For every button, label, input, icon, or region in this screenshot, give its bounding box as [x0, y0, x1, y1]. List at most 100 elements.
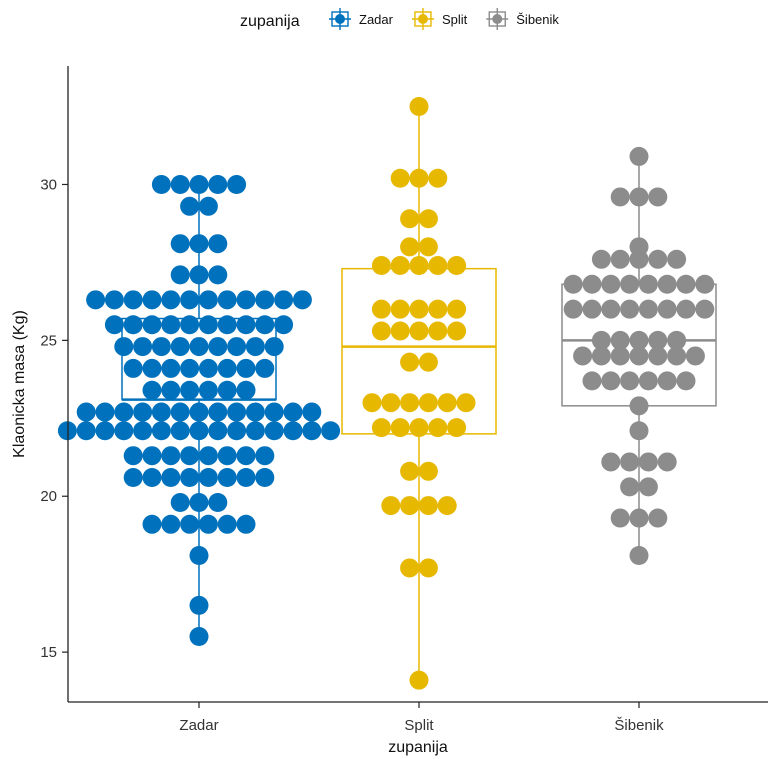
data-point [371, 256, 391, 276]
data-point [236, 514, 256, 534]
data-point [591, 249, 611, 269]
data-point [390, 168, 410, 188]
data-point [189, 337, 209, 357]
data-point [142, 315, 162, 335]
data-point [189, 421, 209, 441]
data-point [638, 477, 658, 497]
data-point [208, 174, 228, 194]
data-point [657, 371, 677, 391]
data-point [610, 346, 630, 366]
data-point [217, 358, 237, 378]
data-point [400, 209, 420, 229]
data-point [428, 256, 448, 276]
data-point [180, 315, 200, 335]
legend-label: Šibenik [516, 12, 559, 27]
data-point [255, 315, 275, 335]
data-point [133, 421, 153, 441]
data-point [151, 174, 171, 194]
data-point [409, 321, 429, 341]
data-point [208, 234, 228, 254]
data-point [648, 508, 668, 528]
data-point [236, 290, 256, 310]
legend-key-dot [335, 14, 345, 24]
data-point [629, 330, 649, 350]
data-point [638, 274, 658, 294]
data-point [657, 452, 677, 472]
series-group [341, 97, 497, 690]
data-point [198, 380, 218, 400]
data-point [274, 290, 294, 310]
data-point [409, 168, 429, 188]
data-point [180, 290, 200, 310]
data-point [685, 346, 705, 366]
data-point [620, 452, 640, 472]
data-point [180, 358, 200, 378]
data-point [648, 249, 668, 269]
data-point [161, 446, 181, 466]
x-tick-label: Šibenik [614, 717, 664, 734]
data-point [217, 514, 237, 534]
data-point [114, 337, 134, 357]
data-point [95, 402, 115, 422]
data-point [400, 352, 420, 372]
data-point [582, 371, 602, 391]
data-point [264, 402, 284, 422]
data-point [198, 315, 218, 335]
data-point [170, 174, 190, 194]
legend-label: Zadar [359, 12, 394, 27]
data-point [437, 496, 457, 516]
data-point [657, 274, 677, 294]
data-point [255, 290, 275, 310]
data-point [582, 299, 602, 319]
data-point [629, 508, 649, 528]
data-point [400, 461, 420, 481]
data-point [629, 187, 649, 207]
data-point [227, 337, 247, 357]
data-point [447, 256, 467, 276]
legend-key-dot [492, 14, 503, 24]
data-point [418, 393, 438, 413]
data-point [208, 421, 228, 441]
axes: 15 20 25 30 Zadar Split Šibenik [40, 66, 768, 734]
series-group [57, 174, 341, 647]
data-point [245, 337, 265, 357]
data-point [217, 446, 237, 466]
data-point [170, 337, 190, 357]
data-point [390, 256, 410, 276]
data-point [648, 187, 668, 207]
data-point [390, 299, 410, 319]
data-point [217, 380, 237, 400]
data-point [180, 446, 200, 466]
data-point [189, 174, 209, 194]
x-tick-label: Split [404, 717, 434, 734]
data-point [170, 265, 190, 285]
data-point [217, 315, 237, 335]
data-point [676, 371, 696, 391]
data-point [123, 290, 143, 310]
data-point [629, 346, 649, 366]
data-point [601, 371, 621, 391]
data-point [409, 97, 429, 117]
data-point [217, 468, 237, 488]
data-point [371, 321, 391, 341]
data-point [198, 514, 218, 534]
legend-item: Šibenik [486, 8, 559, 30]
data-point [620, 299, 640, 319]
data-point [409, 299, 429, 319]
data-point [447, 418, 467, 438]
data-point [695, 299, 715, 319]
data-point [76, 402, 96, 422]
data-point [610, 249, 630, 269]
data-point [418, 209, 438, 229]
data-point [381, 393, 401, 413]
data-point [629, 545, 649, 565]
data-point [620, 477, 640, 497]
data-point [142, 380, 162, 400]
data-point [657, 299, 677, 319]
data-point [591, 346, 611, 366]
data-point [104, 315, 124, 335]
data-point [582, 274, 602, 294]
data-point [86, 290, 106, 310]
legend-key-dot [417, 14, 428, 24]
data-point [591, 330, 611, 350]
